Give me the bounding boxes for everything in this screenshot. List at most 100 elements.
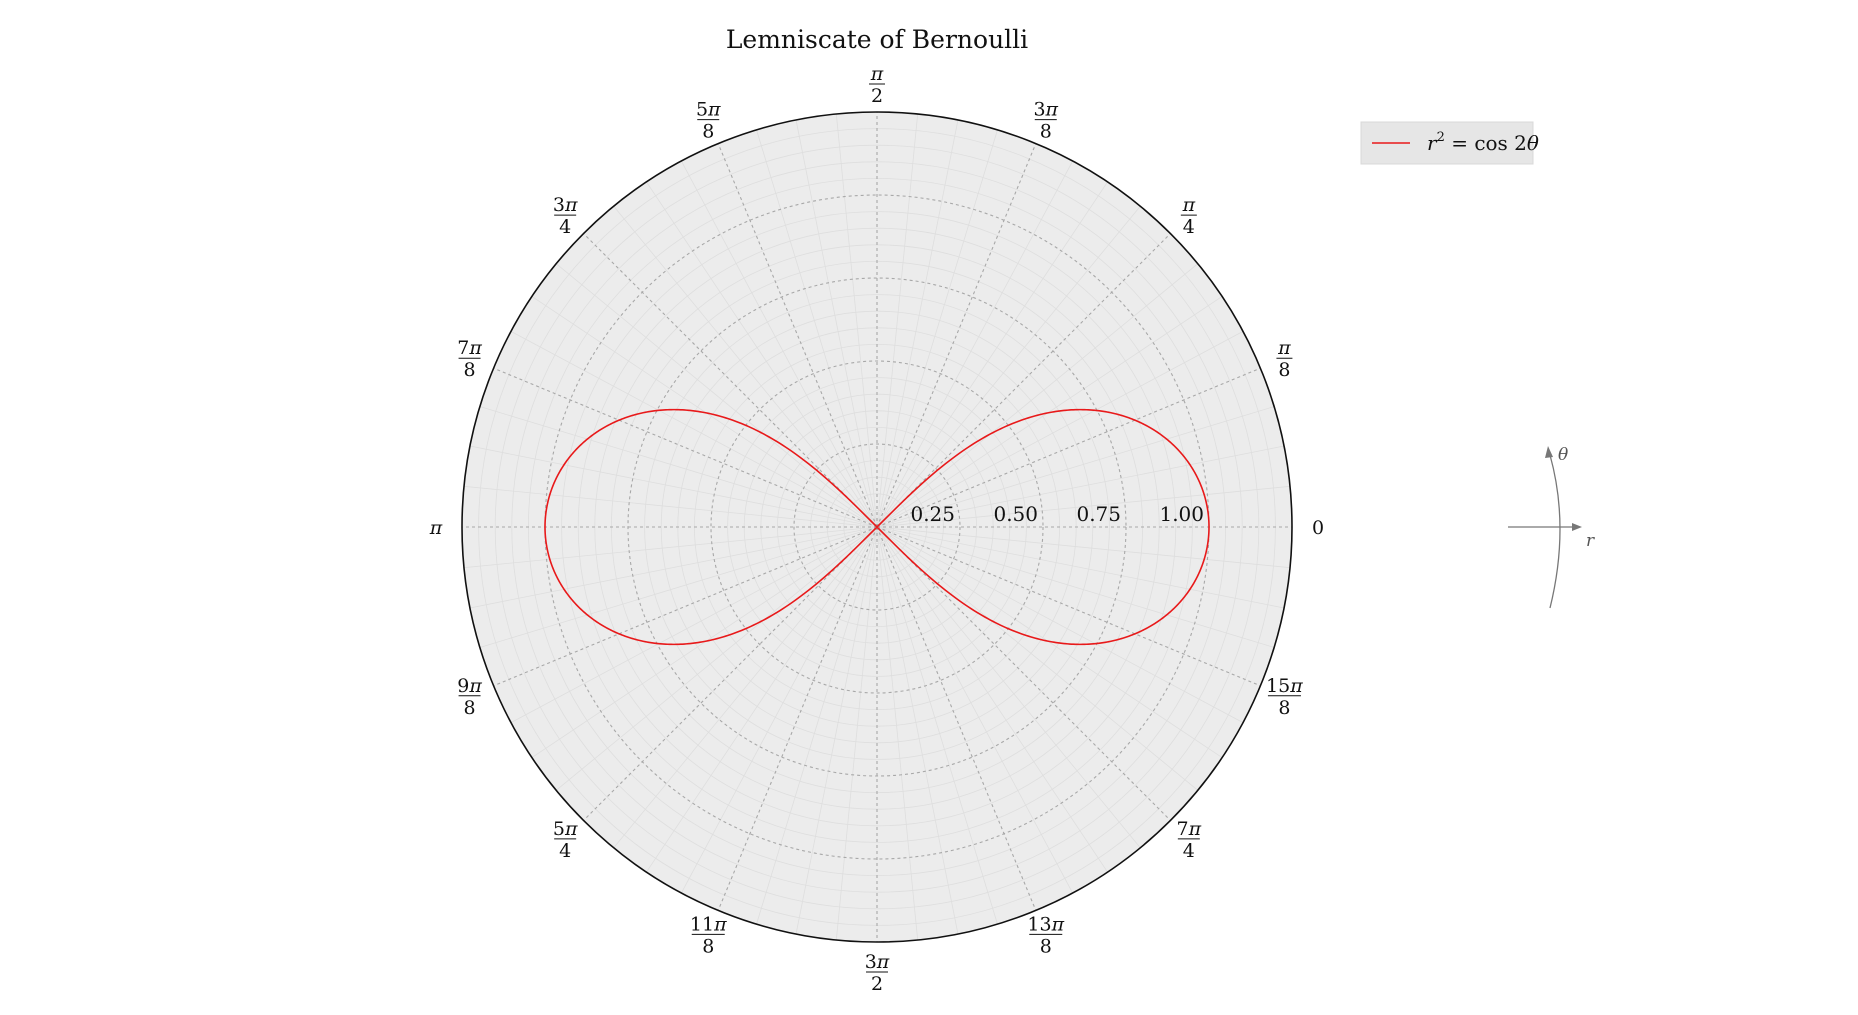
theta-tick-label: 5π4 [553, 818, 578, 862]
major-radial-gridline [710, 360, 1044, 694]
theta-tick-denominator: 2 [871, 85, 883, 107]
theta-tick-label: 7π4 [1177, 818, 1202, 862]
theta-tick-label: π8 [1276, 337, 1293, 381]
minor-angular-gridline [876, 526, 1108, 873]
minor-angular-gridline [479, 526, 878, 648]
minor-radial-gridline [644, 294, 1110, 760]
minor-angular-gridline [876, 445, 1285, 528]
theta-tick-denominator: 2 [871, 973, 883, 995]
theta-tick-numerator: 7π [1177, 818, 1202, 840]
theta-tick-numerator: 3π [553, 194, 578, 216]
minor-angular-gridline [876, 526, 1275, 648]
theta-tick-denominator: 4 [559, 840, 571, 862]
minor-angular-gridline [876, 526, 1199, 791]
theta-tick-denominator: 4 [559, 216, 571, 238]
theta-tick-denominator: 8 [464, 359, 476, 381]
r-tick-label: 0.25 [910, 502, 955, 526]
minor-angular-gridline [876, 526, 1291, 569]
r-axis-label: r [1586, 531, 1595, 551]
minor-angular-gridline [876, 526, 1141, 849]
minor-radial-gridline [577, 227, 1177, 827]
plot-area: 0.25 0.50 0.75 1.000π8π43π8π25π83π47π8π9π85… [429, 63, 1324, 995]
minor-angular-gridline [531, 526, 878, 758]
minor-radial-gridline [561, 211, 1193, 843]
minor-radial-gridline [494, 144, 1260, 910]
minor-radial-gridline [843, 493, 911, 561]
theta-tick-numerator: π [1277, 337, 1291, 359]
minor-angular-gridline [876, 526, 1223, 758]
legend-label: r2 = cos 2θ [1427, 130, 1539, 155]
minor-angular-gridline [876, 526, 919, 941]
theta-tick-label: 0 [1312, 517, 1324, 539]
minor-angular-gridline [876, 526, 1244, 723]
theta-tick-numerator: π [1182, 194, 1196, 216]
minor-angular-gridline [469, 526, 878, 609]
minor-angular-gridline [876, 526, 959, 935]
theta-tick-numerator: 15π [1266, 675, 1303, 697]
minor-angular-gridline [876, 181, 1108, 528]
legend-label-sup: 2 [1437, 130, 1445, 145]
theta-tick-numerator: π [870, 63, 884, 85]
theta-tick-label: 9π8 [457, 675, 482, 719]
theta-direction-arc [1549, 454, 1561, 609]
minor-radial-gridline [860, 509, 895, 544]
r-arrowhead-icon [1572, 523, 1582, 531]
minor-angular-gridline [510, 526, 878, 723]
minor-angular-gridline [876, 119, 959, 528]
minor-angular-gridline [876, 331, 1244, 528]
theta-arrowhead-icon [1545, 446, 1553, 458]
theta-tick-numerator: 11π [690, 913, 727, 935]
theta-tick-numerator: 3π [865, 951, 890, 973]
theta-tick-label: 3π2 [865, 951, 890, 995]
minor-angular-gridline [510, 331, 878, 528]
r-tick-label: 0.50 [993, 502, 1038, 526]
axes-direction-indicator: r θ [1508, 445, 1595, 609]
polar-spine [461, 111, 1293, 943]
minor-angular-gridline [835, 526, 878, 941]
r-tick-label: 1.00 [1159, 502, 1204, 526]
chart-title: Lemniscate of Bernoulli [726, 25, 1028, 54]
theta-tick-denominator: 8 [1040, 935, 1052, 957]
theta-tick-label: 5π8 [696, 99, 721, 143]
minor-angular-gridline [531, 296, 878, 528]
minor-radial-gridline [511, 161, 1243, 893]
minor-angular-gridline [756, 526, 878, 925]
minor-angular-gridline [876, 160, 1073, 528]
minor-radial-gridline [727, 377, 1027, 677]
r-tick-label: 0.75 [1076, 502, 1121, 526]
theta-tick-numerator: 5π [553, 818, 578, 840]
minor-angular-gridline [835, 113, 878, 528]
legend-label-theta: θ [1527, 131, 1539, 155]
minor-angular-gridline [876, 526, 998, 925]
theta-tick-numerator: 5π [696, 99, 721, 121]
minor-angular-gridline [613, 526, 878, 849]
theta-tick-denominator: 8 [1278, 359, 1290, 381]
minor-angular-gridline [463, 485, 878, 528]
theta-tick-numerator: 3π [1033, 99, 1058, 121]
minor-radial-gridline [660, 310, 1094, 744]
theta-tick-label: 3π4 [553, 194, 578, 238]
theta-tick-denominator: 8 [702, 935, 714, 957]
theta-tick-denominator: 8 [464, 697, 476, 719]
theta-tick-numerator: 13π [1027, 913, 1064, 935]
minor-angular-gridline [795, 119, 878, 528]
theta-tick-label: π [429, 517, 443, 539]
minor-angular-gridline [876, 406, 1275, 528]
minor-angular-gridline [876, 205, 1141, 528]
minor-angular-gridline [876, 263, 1199, 528]
minor-angular-gridline [555, 263, 878, 528]
minor-angular-gridline [876, 526, 1285, 609]
legend-label-rest: = cos 2 [1445, 131, 1527, 155]
minor-radial-gridline [777, 426, 978, 627]
theta-tick-denominator: 8 [1278, 697, 1290, 719]
theta-tick-label: 7π8 [457, 337, 482, 381]
minor-angular-gridline [613, 205, 878, 528]
legend: r2 = cos 2θ [1360, 121, 1539, 165]
theta-tick-numerator: 9π [457, 675, 482, 697]
minor-angular-gridline [876, 485, 1291, 528]
theta-tick-numerator: 7π [457, 337, 482, 359]
minor-angular-gridline [646, 181, 878, 528]
